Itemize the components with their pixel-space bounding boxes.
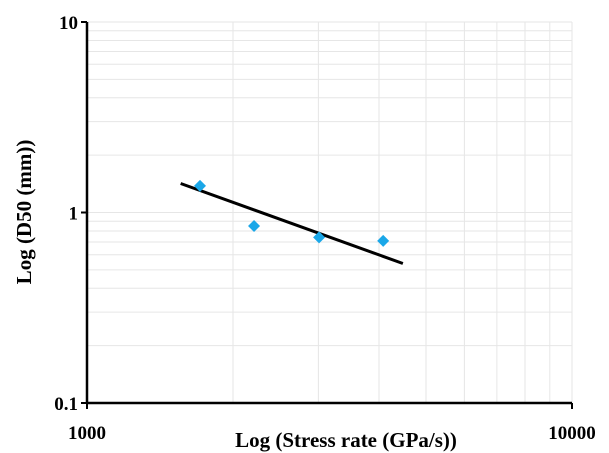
y-tick-label: 1 [69,204,79,225]
y-tick-label: 0.1 [54,394,78,415]
y-tick-label: 10 [59,13,78,34]
trendline-group [180,182,404,265]
data-point [248,219,261,232]
y-axis-label: Log (D50 (mm)) [12,140,36,285]
data-point [194,179,207,192]
x-tick-label: 1000 [68,423,106,444]
data-point [377,234,390,247]
data-points [194,179,390,247]
grid [87,21,573,403]
trendline [180,182,404,265]
data-point [313,231,326,244]
x-tick-label: 10000 [548,423,596,444]
x-axis-label: Log (Stress rate (GPa/s)) [235,428,457,452]
axes [81,21,573,409]
tick-labels: 0.1 1 10 1000 10000 [54,13,596,444]
